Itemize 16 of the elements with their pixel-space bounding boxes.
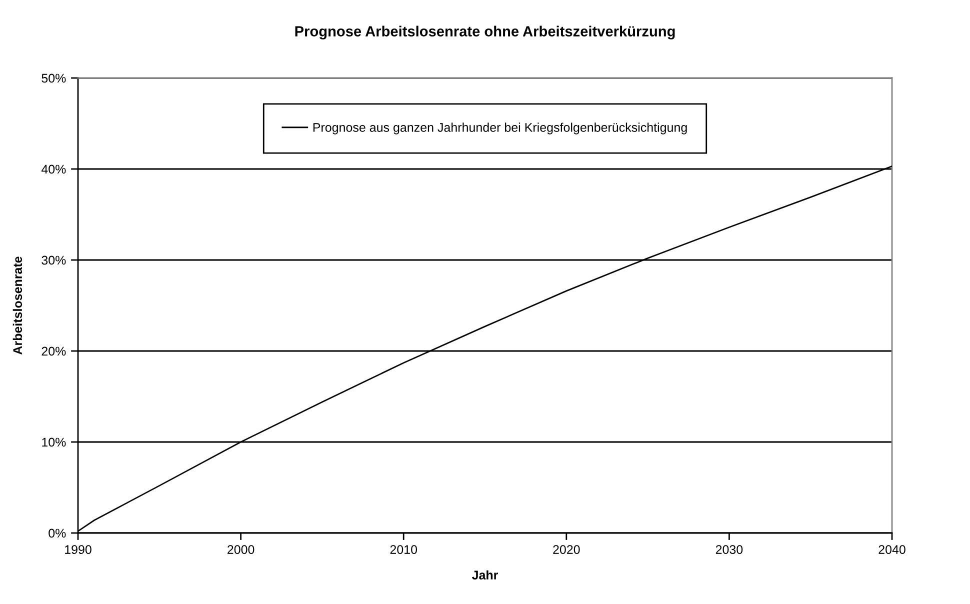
y-tick-label: 20%	[42, 346, 66, 356]
x-tick-label: 2010	[390, 545, 418, 554]
x-tick-label: 2000	[228, 545, 254, 554]
chart-title: Prognose Arbeitslosenrate ohne Arbeitszeitverkürzung	[295, 26, 675, 40]
legend-label: Prognose aus ganzen Jahrhunder bei Kriegsfolgenberücksichtigung	[313, 122, 687, 134]
x-tick-label: 2020	[553, 545, 580, 554]
y-axis-title: Arbeitslosenrate	[12, 256, 22, 355]
y-tick-label: 50%	[42, 74, 66, 83]
x-axis-title: Jahr	[472, 570, 498, 580]
x-tick-label: 2030	[716, 545, 743, 554]
y-tick-label: 10%	[42, 438, 66, 447]
x-tick-label: 2040	[878, 545, 906, 554]
x-tick-label: 1990	[65, 545, 92, 554]
y-tick-label: 30%	[42, 256, 66, 265]
y-tick-label: 0%	[48, 528, 66, 538]
y-tick-label: 40%	[41, 164, 66, 174]
